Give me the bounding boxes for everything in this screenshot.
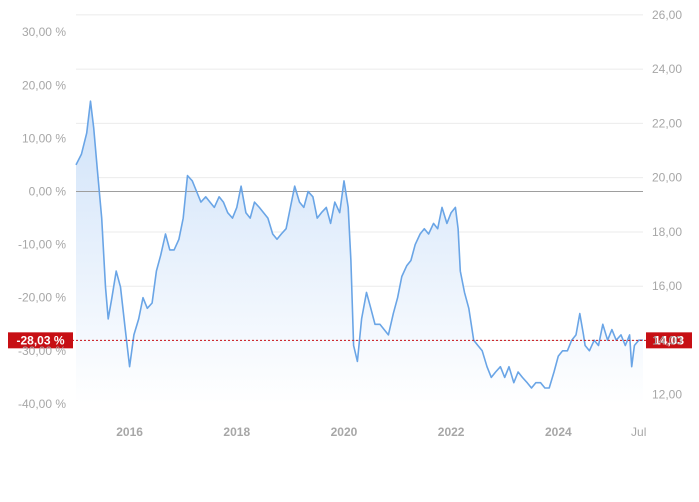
- current-price-label: 14,03: [654, 333, 684, 347]
- x-tick-0: 2016: [116, 425, 143, 439]
- y-left-tick-7: -40,00 %: [18, 397, 66, 411]
- y-right-tick-3: 20,00: [652, 171, 682, 185]
- y-right-tick-1: 24,00: [652, 62, 682, 76]
- series-path: [75, 100, 643, 389]
- x-tick-5: Jul: [631, 425, 646, 439]
- current-value-marker: -28,03 % 14,03: [8, 332, 692, 349]
- x-tick-3: 2022: [438, 425, 465, 439]
- y-left-tick-1: 20,00 %: [22, 78, 66, 92]
- area-path: [76, 101, 643, 404]
- y-right-tick-5: 16,00: [652, 279, 682, 293]
- current-pct-label: -28,03 %: [16, 333, 64, 347]
- y-right-tick-6: 14,00: [652, 333, 682, 347]
- y-left-tick-6: -30,00 %: [18, 344, 66, 358]
- y-left-tick-0: 30,00 %: [22, 25, 66, 39]
- y-right-tick-7: 12,00: [652, 388, 682, 402]
- y-right-tick-4: 18,00: [652, 225, 682, 239]
- x-tick-4: 2024: [545, 425, 572, 439]
- y-left-tick-5: -20,00 %: [18, 291, 66, 305]
- current-price-badge: [646, 332, 692, 349]
- current-pct-badge: [8, 332, 73, 349]
- y-right-tick-2: 22,00: [652, 116, 682, 130]
- y-left-tick-3: 0,00 %: [29, 185, 67, 199]
- y-right-tick-0: 26,00: [652, 8, 682, 22]
- y-axis-left: 30,00 % 20,00 % 10,00 % 0,00 % -10,00 % -20,0…: [18, 25, 66, 411]
- x-tick-1: 2018: [223, 425, 250, 439]
- area-fill: [76, 101, 643, 404]
- y-left-tick-2: 10,00 %: [22, 131, 66, 145]
- y-left-tick-4: -10,00 %: [18, 238, 66, 252]
- y-axis-right: 26,00 24,00 22,00 20,00 18,00 16,00 14,00 12,00: [652, 8, 682, 402]
- series-line: [75, 100, 643, 389]
- x-axis: 2016 2018 2020 2022 2024 Jul: [116, 425, 646, 439]
- x-tick-2: 2020: [331, 425, 358, 439]
